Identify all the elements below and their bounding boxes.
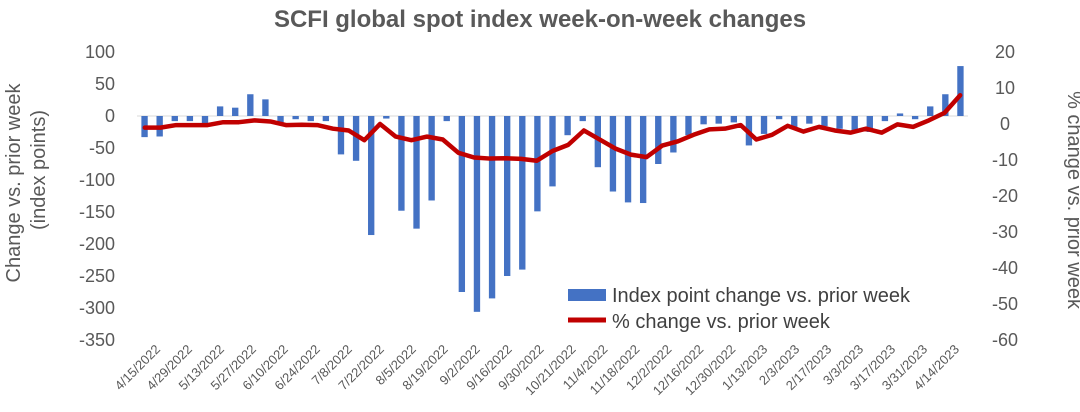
bar [942, 94, 949, 116]
left-tick-label: -200 [79, 234, 115, 254]
bar [760, 116, 768, 134]
bar [957, 66, 964, 116]
bar [277, 116, 284, 123]
bar [337, 116, 345, 155]
bar [836, 116, 843, 129]
bar [791, 116, 798, 129]
bar [247, 94, 254, 116]
line-series [142, 92, 963, 163]
right-tick-label: -40 [992, 258, 1018, 278]
bar [322, 116, 330, 122]
right-axis-label: % change vs. prior week [1063, 91, 1080, 310]
bar [715, 116, 722, 124]
bar [413, 116, 420, 229]
bar [896, 113, 904, 116]
bar [262, 99, 269, 116]
left-axis-label-line-2: (index points) [28, 110, 50, 230]
bar [579, 116, 586, 122]
bar [504, 116, 511, 276]
bar [307, 116, 314, 122]
bar [927, 106, 934, 116]
right-tick-label: 10 [995, 78, 1015, 98]
bar [368, 116, 375, 236]
x-axis-ticks: 4/15/20224/29/20225/13/20225/27/20226/10… [112, 342, 963, 399]
bar [201, 116, 209, 124]
bar-series [141, 66, 964, 312]
bar [186, 116, 194, 122]
legend-bar-label: Index point change vs. prior week [612, 285, 911, 307]
left-tick-label: -250 [79, 266, 115, 286]
bar [670, 116, 677, 153]
bar [609, 116, 617, 192]
right-tick-label: -30 [992, 222, 1018, 242]
left-axis-label-line-1: Change vs. prior week [3, 83, 25, 283]
bar [851, 116, 858, 131]
bar [564, 116, 571, 136]
right-tick-label: -50 [992, 294, 1018, 314]
bar [171, 116, 178, 122]
left-tick-label: 100 [85, 42, 115, 62]
bar [398, 116, 405, 211]
bar [775, 116, 783, 120]
bar [443, 116, 450, 122]
bar [911, 116, 919, 120]
bar [534, 116, 541, 212]
bar [458, 116, 466, 292]
legend: Index point change vs. prior week % chan… [568, 285, 911, 333]
bar [866, 116, 873, 132]
left-tick-label: 50 [95, 74, 115, 94]
bar [383, 116, 390, 119]
left-tick-label: 0 [105, 106, 115, 126]
right-tick-label: 20 [995, 42, 1015, 62]
bar [519, 116, 526, 270]
right-tick-label: 0 [1000, 114, 1010, 134]
left-axis-ticks: 100 50 0 -50 -100 -150 -200 -250 -300 -350 [79, 42, 115, 350]
bar [352, 116, 360, 161]
bar [594, 116, 601, 168]
bar [881, 116, 889, 122]
bar [428, 116, 435, 201]
bar [473, 116, 481, 312]
legend-bar-swatch [568, 289, 606, 301]
bar [700, 116, 707, 125]
left-tick-label: -350 [79, 330, 115, 350]
left-tick-label: -150 [79, 202, 115, 222]
right-tick-label: -10 [992, 150, 1018, 170]
left-tick-label: -50 [89, 138, 115, 158]
bar [806, 116, 813, 124]
left-tick-label: -300 [79, 298, 115, 318]
legend-line-label: % change vs. prior week [612, 311, 831, 333]
bar [639, 116, 647, 204]
right-tick-label: -20 [992, 186, 1018, 206]
bar [624, 116, 632, 203]
left-tick-label: -100 [79, 170, 115, 190]
bar [655, 116, 662, 164]
right-tick-label: -60 [992, 330, 1018, 350]
chart-title: SCFI global spot index week-on-week chan… [274, 6, 806, 33]
bar [685, 116, 692, 136]
bar [488, 116, 496, 299]
bar [821, 116, 828, 127]
bar [292, 116, 299, 120]
line-path [142, 92, 963, 163]
right-axis-ticks: 20 10 0 -10 -20 -30 -40 -50 -60 [992, 42, 1018, 350]
bar [216, 106, 224, 116]
bar [730, 116, 737, 123]
bar [232, 107, 239, 116]
